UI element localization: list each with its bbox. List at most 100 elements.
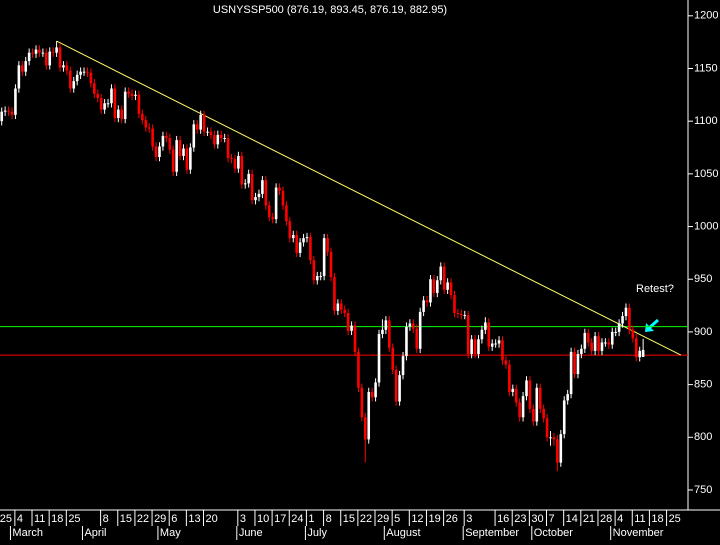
- candle-body: [600, 342, 604, 351]
- month-label: October: [534, 527, 573, 539]
- candle-body: [103, 103, 106, 110]
- x-tick-label: 5: [394, 513, 400, 525]
- candle-body: [309, 237, 312, 261]
- candle-body: [192, 124, 196, 148]
- candle-body: [466, 315, 470, 355]
- candle-body: [65, 65, 69, 71]
- x-tick-label: 19: [428, 513, 440, 525]
- candle-body: [473, 339, 477, 355]
- candle-body: [501, 340, 504, 361]
- x-tick-label: 25: [0, 513, 12, 525]
- candle-body: [161, 135, 165, 147]
- candle-body: [405, 326, 408, 357]
- candle-body: [388, 320, 391, 348]
- candle-body: [237, 155, 240, 169]
- x-tick-label: 7: [549, 513, 555, 525]
- candle-body: [302, 238, 305, 243]
- candle-body: [0, 111, 4, 122]
- candle-body: [593, 336, 597, 351]
- candle-body: [271, 217, 274, 220]
- candle-body: [86, 71, 89, 73]
- candle-body: [343, 309, 347, 313]
- candle-body: [82, 71, 86, 73]
- candle-body: [285, 205, 288, 222]
- candle-body: [267, 205, 271, 218]
- candle-body: [199, 114, 202, 130]
- month-label: May: [160, 527, 181, 539]
- candle-body: [545, 418, 549, 438]
- candle-body: [326, 238, 329, 252]
- candle-body: [291, 234, 295, 239]
- candle-body: [113, 88, 117, 119]
- candle-body: [401, 356, 405, 376]
- x-tick-label: 25: [669, 513, 681, 525]
- candle-body: [377, 334, 381, 383]
- candle-body: [7, 110, 10, 112]
- candle-body: [456, 312, 460, 315]
- candle-body: [514, 388, 518, 403]
- candle-body: [384, 320, 388, 330]
- candle-body: [75, 74, 79, 82]
- candle-body: [480, 329, 484, 340]
- candle-body: [573, 351, 576, 375]
- candle-body: [257, 193, 261, 198]
- y-tick-label: 750: [694, 484, 712, 496]
- candle-body: [566, 394, 569, 401]
- candle-body: [298, 242, 302, 253]
- candle-body: [127, 91, 130, 94]
- candle-body: [339, 303, 343, 310]
- candle-body: [96, 93, 100, 98]
- candle-body: [556, 439, 559, 463]
- x-tick-label: 1: [308, 513, 314, 525]
- trend-line: [56, 40, 682, 356]
- candle-body: [261, 180, 264, 194]
- candle-body: [185, 148, 189, 170]
- candle-body: [532, 408, 535, 422]
- y-tick-label: 850: [694, 379, 712, 391]
- candle-body: [624, 307, 628, 317]
- month-label: July: [307, 527, 327, 539]
- candle-body: [367, 391, 371, 440]
- candle-body: [394, 369, 398, 402]
- month-label: June: [239, 527, 263, 539]
- candle-body: [429, 279, 432, 303]
- x-tick-label: 21: [583, 513, 595, 525]
- candle-body: [305, 237, 309, 239]
- candle-body: [333, 277, 336, 311]
- x-tick-label: 4: [617, 513, 623, 525]
- candle-body: [528, 380, 532, 409]
- candle-body: [353, 325, 357, 352]
- candle-body: [110, 88, 113, 104]
- candle-body: [243, 183, 247, 185]
- candle-body: [27, 52, 31, 62]
- candle-body: [295, 234, 298, 253]
- candle-body: [147, 127, 151, 129]
- candle-body: [360, 387, 364, 418]
- candle-body: [158, 146, 161, 158]
- candle-body: [504, 360, 508, 365]
- x-tick-label: 6: [171, 513, 177, 525]
- x-tick-label: 20: [206, 513, 218, 525]
- candle-body: [350, 325, 353, 331]
- candle-body: [559, 434, 563, 463]
- candle-body: [391, 347, 395, 370]
- month-label: April: [84, 527, 106, 539]
- candle-body: [449, 282, 453, 296]
- candle-body: [569, 351, 573, 395]
- candle-body: [374, 382, 377, 398]
- candle-body: [254, 197, 257, 201]
- candle-body: [363, 417, 367, 440]
- x-tick-label: 8: [326, 513, 332, 525]
- candle-body: [628, 307, 631, 330]
- candle-body: [34, 49, 38, 54]
- arrow-head: [645, 323, 654, 332]
- candle-body: [487, 322, 491, 347]
- x-tick-label: 8: [103, 513, 109, 525]
- x-tick-label: 12: [411, 513, 423, 525]
- candle-body: [549, 437, 552, 439]
- candle-body: [219, 134, 223, 139]
- candle-body: [538, 387, 542, 409]
- candle-body: [233, 159, 237, 169]
